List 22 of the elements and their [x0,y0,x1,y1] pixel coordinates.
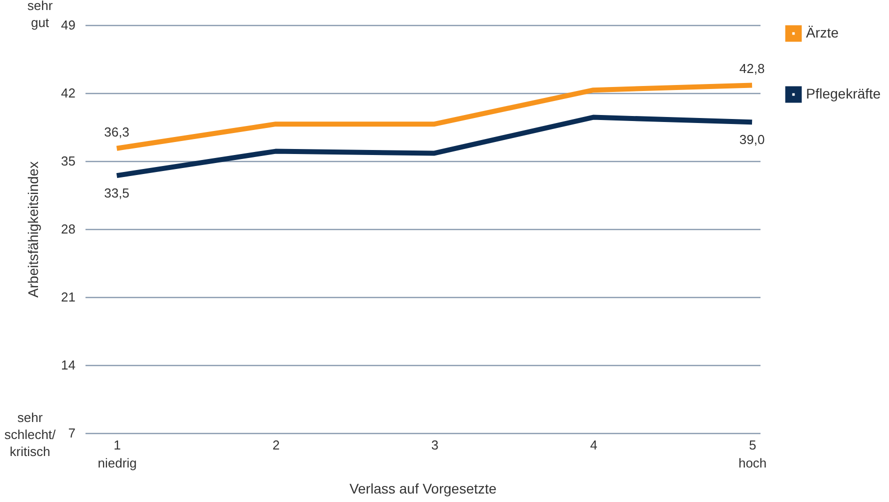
y-tick-label: 35 [61,154,76,168]
y-tick-label: 49 [61,18,76,32]
data-label: 39,0 [739,132,765,148]
x-tick-label: 1 niedrig [98,438,137,470]
data-label: 42,8 [739,61,765,76]
data-label: 33,5 [104,186,130,201]
x-tick-label: 4 [590,438,598,452]
y-axis-title: Arbeitsfähigkeitsindex [25,161,42,298]
x-tick-label: 3 [431,438,439,452]
x-axis-title: Verlass auf Vorgesetzte [349,480,497,496]
text: sehr schlecht/ kritisch [4,410,56,459]
y-tick-label: 14 [61,358,76,372]
legend-label: Pflegekräfte [806,86,881,102]
x-tick-label: 2 [272,438,280,452]
y-tick-label: 42 [61,86,76,100]
y-tick-label: 21 [61,290,76,304]
data-label: 36,3 [104,124,130,140]
y-tick-label: 28 [61,222,76,236]
legend-label: Ärzte [806,24,839,40]
text: sehr gut [27,0,54,30]
x-tick-label: 5 hoch [738,438,767,470]
y-tick-label: 7 [68,426,76,440]
